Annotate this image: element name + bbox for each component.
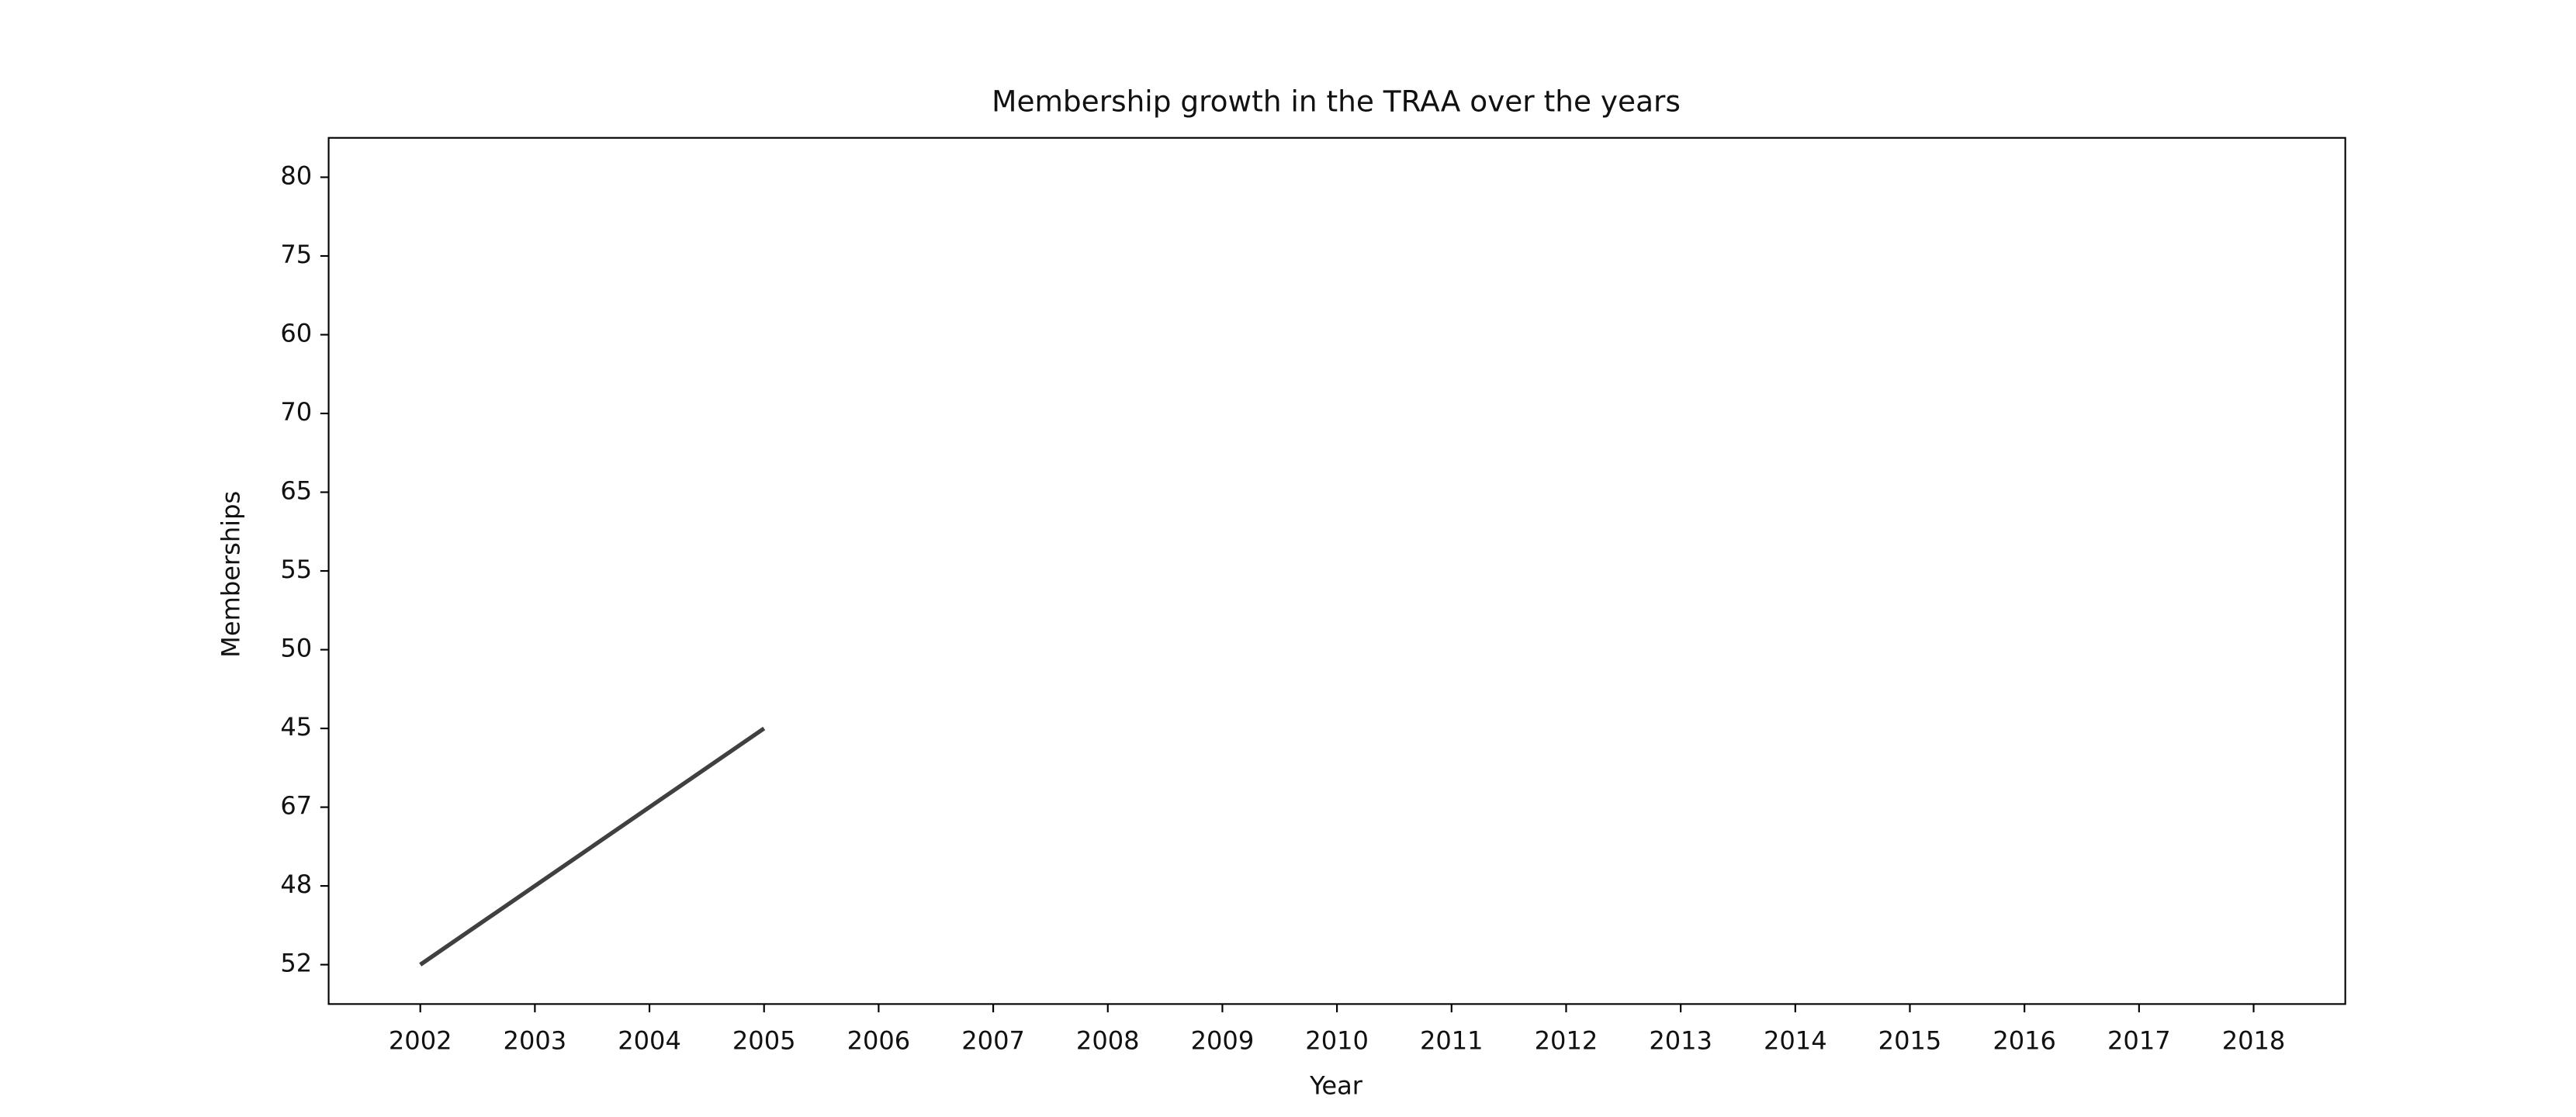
x-tick-label: 2017 [2107, 1026, 2171, 1056]
x-tick-label: 2016 [1993, 1026, 2056, 1056]
y-tick-label: 80 [280, 161, 312, 190]
x-tick-label: 2006 [847, 1026, 911, 1056]
chart-title: Membership growth in the TRAA over the y… [992, 84, 1681, 118]
x-tick-label: 2004 [618, 1026, 681, 1056]
y-tick-label: 67 [280, 791, 312, 821]
x-tick-label: 2018 [2222, 1026, 2286, 1056]
y-tick-label: 50 [280, 634, 312, 663]
y-axis-label: Memberships [216, 491, 245, 658]
x-tick-label: 2005 [732, 1026, 796, 1056]
x-tick-label: 2007 [961, 1026, 1025, 1056]
x-tick-label: 2012 [1535, 1026, 1598, 1056]
y-tick-label: 52 [280, 949, 312, 978]
y-tick-label: 70 [280, 397, 312, 427]
y-tick-label: 55 [280, 555, 312, 584]
x-axis-label: Year [1309, 1070, 1363, 1100]
x-tick-label: 2002 [389, 1026, 452, 1056]
x-tick-label: 2015 [1878, 1026, 1942, 1056]
x-tick-label: 2008 [1076, 1026, 1140, 1056]
x-tick-label: 2014 [1764, 1026, 1827, 1056]
data-line [419, 726, 766, 967]
x-tick-label: 2011 [1420, 1026, 1484, 1056]
y-tick-label: 65 [280, 476, 312, 506]
y-tick-label: 48 [280, 870, 312, 899]
x-tick-label: 2010 [1305, 1026, 1369, 1056]
x-tick-label: 2003 [504, 1026, 567, 1056]
y-tick-label: 45 [280, 712, 312, 742]
x-tick-label: 2013 [1649, 1026, 1712, 1056]
x-tick-label: 2009 [1191, 1026, 1255, 1056]
plot-frame [327, 137, 2346, 1005]
y-tick-label: 75 [280, 240, 312, 269]
y-tick-label: 60 [280, 319, 312, 348]
